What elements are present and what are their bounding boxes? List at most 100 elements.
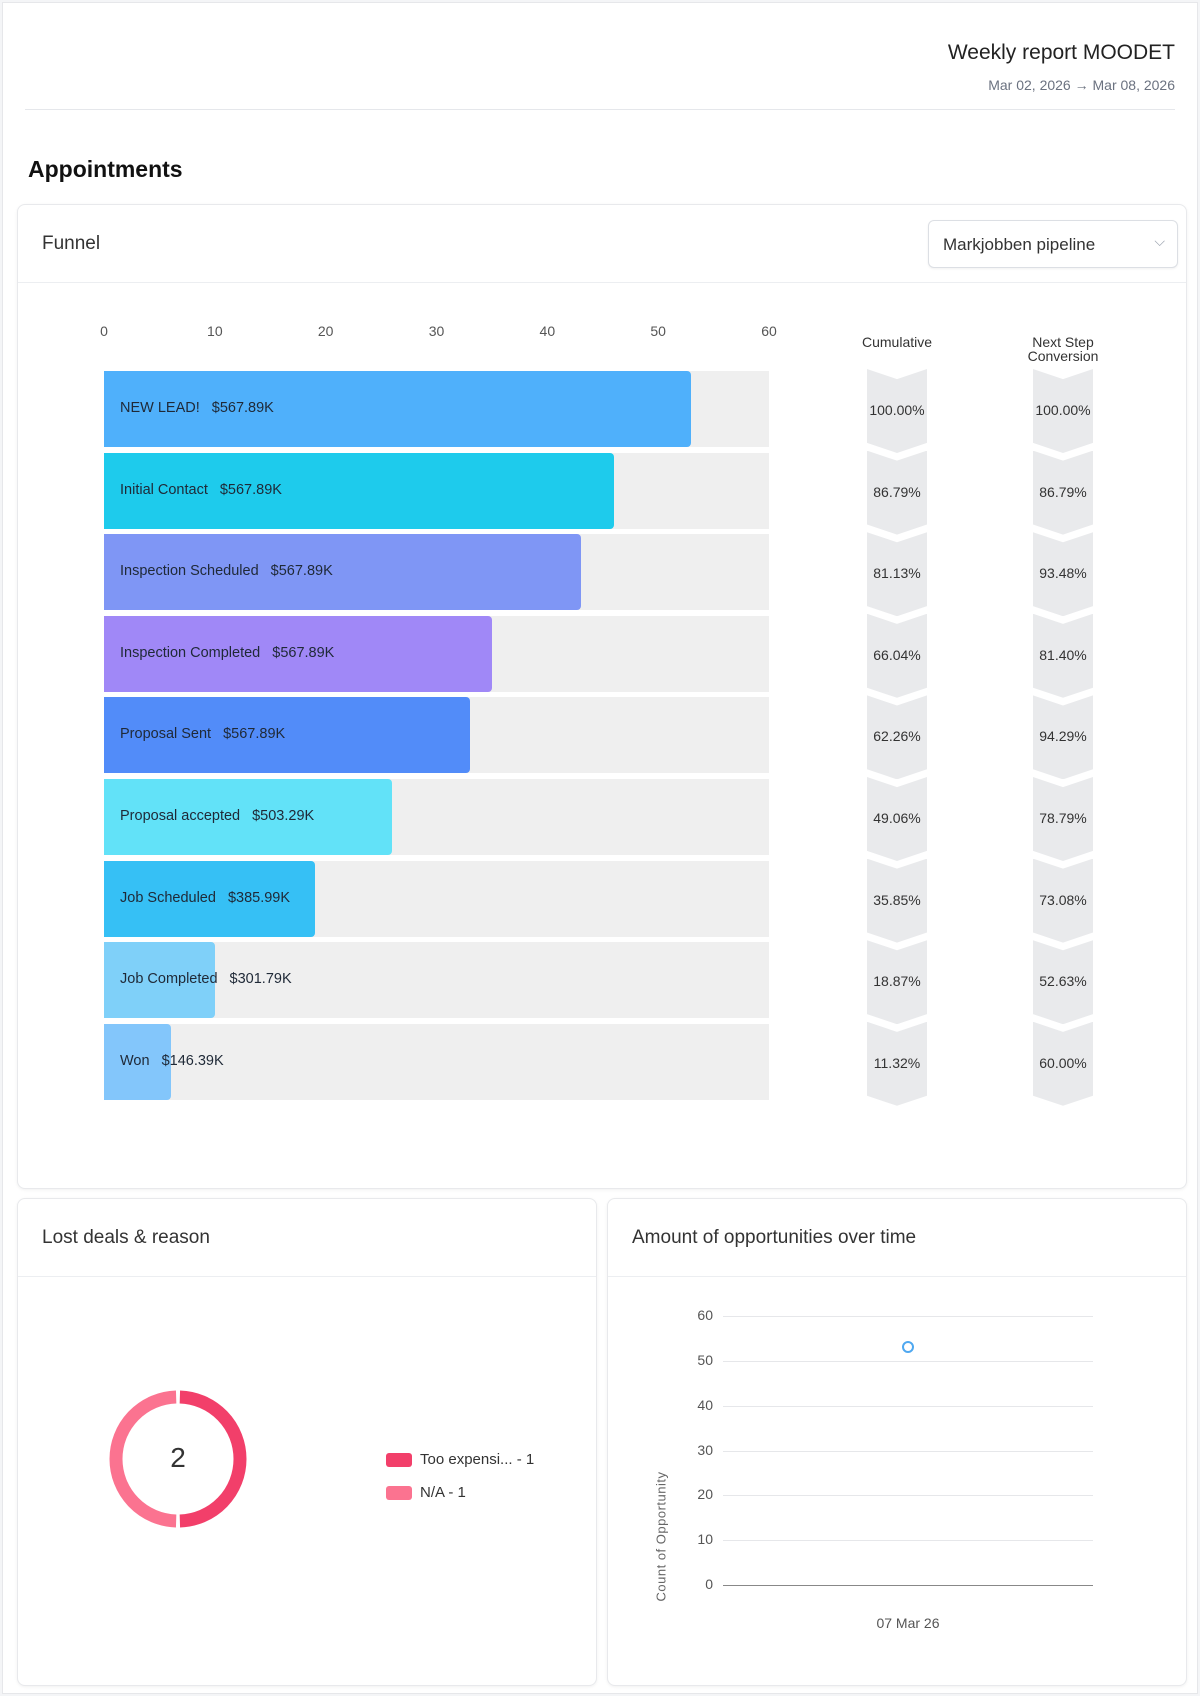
legend-swatch <box>386 1452 412 1467</box>
legend-label: Too expensi... - 1 <box>420 1451 535 1468</box>
funnel-bar[interactable] <box>104 942 215 1019</box>
next-step-chevron <box>1033 532 1093 617</box>
next-step-value: 52.63% <box>1039 973 1087 990</box>
pipeline-select[interactable]: Markjobben pipeline ⌵ <box>928 220 1178 268</box>
funnel-bar[interactable] <box>104 452 614 529</box>
stage-amount: $385.99K <box>227 889 291 906</box>
cumulative-chevron <box>867 613 927 698</box>
funnel-bar-label: Inspection Completed $567.89K <box>120 645 334 661</box>
cumulative-header: Cumulative <box>861 334 933 350</box>
stage-amount: $567.89K <box>272 644 335 661</box>
next-step-chevron <box>1033 695 1093 780</box>
funnel-bar-label: Proposal accepted $503.29K <box>120 808 314 824</box>
donut-center-label: 2 <box>170 1442 186 1473</box>
legend-label: N/A - 1 <box>420 1484 466 1501</box>
funnel-bar-label: NEW LEAD! $567.89K <box>120 400 274 416</box>
x-tick-label: 10 <box>207 323 223 339</box>
cumulative-chevron <box>867 1021 927 1106</box>
grid-line <box>723 1450 1093 1452</box>
funnel-bar[interactable] <box>104 860 315 937</box>
next-step-chevron <box>1033 450 1093 535</box>
cumulative-chevron <box>867 940 927 1025</box>
funnel-chart: 0 10 20 30 40 50 60 NEW LEAD! $567.89K 100.00% 100… <box>18 205 1186 1188</box>
next-step-value: 78.79% <box>1039 810 1087 826</box>
grid-line <box>723 1540 1093 1542</box>
cumulative-chevron <box>867 369 927 453</box>
stage-name: Proposal Sent <box>120 726 212 743</box>
next-step-value: 100.00% <box>1035 402 1091 418</box>
stage-name: Initial Contact <box>120 481 208 498</box>
cumulative-value: 100.00% <box>869 402 925 418</box>
funnel-bar[interactable] <box>104 1023 171 1100</box>
next-step-chevron <box>1033 777 1093 861</box>
cumulative-value: 49.06% <box>873 810 921 826</box>
y-tick-label: 30 <box>697 1441 713 1458</box>
funnel-bar-label: Inspection Scheduled $567.89K <box>120 563 333 579</box>
x-tick-label: 0 <box>100 323 108 339</box>
funnel-bar[interactable] <box>104 371 692 447</box>
lost-deals-title: Lost deals & reason <box>42 1227 210 1248</box>
funnel-bar-label: Initial Contact $567.89K <box>120 482 282 498</box>
y-tick-label: 0 <box>705 1576 713 1592</box>
next-step-value: 93.48% <box>1039 565 1087 582</box>
cumulative-value: 35.85% <box>873 891 921 908</box>
cumulative-chevron <box>867 695 927 780</box>
funnel-bar[interactable] <box>104 697 470 774</box>
funnel-track <box>104 942 769 1019</box>
funnel-bar[interactable] <box>104 534 581 611</box>
stage-name: Inspection Completed <box>120 644 261 661</box>
pipeline-select-value: Markjobben pipeline <box>943 235 1096 254</box>
next-step-chevron <box>1033 858 1093 943</box>
funnel-bar-label: Won $146.39K <box>120 1053 224 1069</box>
legend-item[interactable]: Too expensi... - 1 <box>386 1451 534 1468</box>
opportunities-header: Amount of opportunities over time <box>608 1199 1186 1277</box>
stage-name: NEW LEAD! <box>120 400 200 416</box>
cumulative-chevron <box>867 858 927 943</box>
cumulative-value: 86.79% <box>873 483 921 500</box>
y-tick-label: 10 <box>697 1531 713 1548</box>
y-tick-label: 40 <box>697 1396 713 1413</box>
funnel-bar[interactable] <box>104 779 393 855</box>
divider <box>25 109 1175 110</box>
x-tick-label: 30 <box>428 323 445 339</box>
stage-amount: $503.29K <box>252 808 315 824</box>
funnel-bar[interactable] <box>104 615 492 692</box>
y-tick-label: 50 <box>697 1351 713 1368</box>
grid-line <box>723 1585 1093 1586</box>
next-step-header: Next Step Conversion <box>1027 334 1099 364</box>
funnel-track <box>104 1023 769 1100</box>
next-step-chevron <box>1033 1021 1093 1106</box>
lost-deals-header: Lost deals & reason <box>18 1199 596 1277</box>
cumulative-value: 62.26% <box>873 728 921 745</box>
data-point[interactable] <box>902 1341 914 1354</box>
y-tick-label: 20 <box>697 1486 713 1503</box>
stage-amount: $146.39K <box>161 1052 224 1069</box>
x-tick-label: 20 <box>317 323 334 339</box>
date-range: Mar 02, 2026 → Mar 08, 2026 <box>988 77 1175 93</box>
grid-line <box>723 1405 1093 1407</box>
cumulative-chevron <box>867 450 927 535</box>
next-step-value: 86.79% <box>1039 483 1087 500</box>
donut-slice[interactable] <box>179 1390 247 1528</box>
next-step-value: 81.40% <box>1039 646 1087 663</box>
funnel-card-header: Funnel Markjobben pipeline ⌵ <box>18 205 1186 283</box>
funnel-title: Funnel <box>42 233 101 254</box>
stage-amount: $301.79K <box>229 971 292 988</box>
x-tick-label: 60 <box>761 323 777 339</box>
funnel-card: Funnel Markjobben pipeline ⌵ 0 10 20 30 40 50… <box>17 204 1187 1189</box>
donut-slice[interactable] <box>109 1390 177 1528</box>
stage-name: Job Scheduled <box>120 889 216 906</box>
next-step-chevron <box>1033 940 1093 1025</box>
opportunities-title: Amount of opportunities over time <box>632 1227 917 1248</box>
chevron-down-icon: ⌵ <box>1154 233 1165 249</box>
next-step-value: 94.29% <box>1039 728 1087 745</box>
opportunities-chart: 0 10 20 30 40 50 60 07 Mar 26 <box>608 1199 1186 1685</box>
legend-swatch <box>386 1485 412 1500</box>
stage-name: Proposal accepted <box>120 808 241 824</box>
stage-amount: $567.89K <box>211 400 274 416</box>
legend-item[interactable]: N/A - 1 <box>386 1484 466 1501</box>
cumulative-value: 81.13% <box>873 565 921 582</box>
next-step-chevron <box>1033 369 1093 453</box>
stage-amount: $567.89K <box>219 481 282 498</box>
stage-amount: $567.89K <box>223 726 286 743</box>
